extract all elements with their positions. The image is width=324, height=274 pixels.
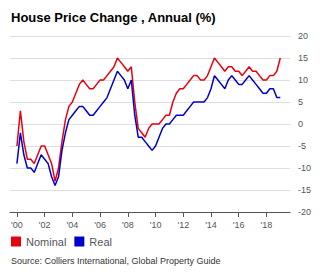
svg-text:'08: '08 [122,220,134,230]
svg-text:-15: -15 [298,185,311,195]
svg-text:Source: Colliers International: Source: Colliers International, Global P… [11,256,221,266]
svg-text:'18: '18 [261,220,273,230]
svg-text:15: 15 [298,53,308,63]
svg-text:-20: -20 [298,207,311,217]
svg-text:House Price Change , Annual (%: House Price Change , Annual (%) [11,10,216,25]
svg-text:Real: Real [89,236,112,248]
svg-text:0: 0 [298,119,303,129]
svg-text:'10: '10 [150,220,162,230]
svg-text:Nominal: Nominal [26,236,66,248]
svg-text:'00: '00 [11,220,23,230]
svg-text:5: 5 [298,97,303,107]
svg-text:'04: '04 [67,220,79,230]
svg-text:'14: '14 [205,220,217,230]
svg-text:20: 20 [298,31,308,41]
svg-text:'02: '02 [39,220,51,230]
svg-text:-10: -10 [298,163,311,173]
svg-text:10: 10 [298,75,308,85]
svg-text:-5: -5 [298,141,306,151]
svg-text:'12: '12 [177,220,189,230]
svg-text:'16: '16 [233,220,245,230]
svg-text:'06: '06 [94,220,106,230]
